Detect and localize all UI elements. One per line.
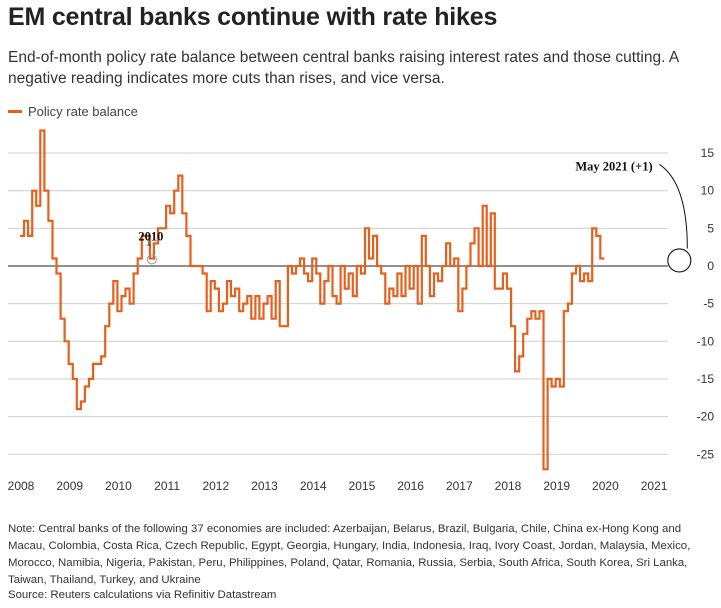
line-chart: 15 10 5 0 -5 -10 -15 -20 -25 2008 2009 2010 2011 2012… (8, 129, 715, 493)
page-subtitle: End-of-month policy rate balance between… (8, 49, 679, 87)
annotation-leader-may-2021 (659, 163, 688, 249)
page-title: EM central banks continue with rate hike… (8, 3, 498, 31)
y-tick-label: -15 (697, 372, 715, 386)
y-tick-label: 15 (701, 146, 715, 160)
x-tick-label: 2018 (495, 479, 522, 493)
x-tick-label: 2019 (543, 479, 570, 493)
legend-label: Policy rate balance (28, 104, 138, 119)
annotation-marker-2010 (146, 254, 157, 265)
x-tick-label: 2017 (446, 479, 473, 493)
chart-source: Source: Reuters calculations via Refinit… (8, 589, 277, 601)
x-tick-label: 2012 (202, 479, 229, 493)
x-tick-label: 2011 (154, 479, 180, 493)
chart-note: Note: Central banks of the following 37 … (8, 523, 691, 586)
y-tick-label: -5 (703, 297, 714, 311)
annotation-number-2010: 1 (146, 237, 152, 248)
y-tick-label: 10 (701, 184, 715, 198)
annotation-label-may-2021: May 2021 (+1) (575, 159, 652, 173)
x-tick-label: 2020 (592, 479, 619, 493)
y-tick-label: -20 (697, 410, 715, 424)
series-line-policy-rate-balance (20, 129, 605, 471)
x-tick-label: 2016 (397, 479, 424, 493)
y-tick-label: 5 (707, 221, 714, 235)
legend-swatch (8, 110, 22, 113)
annotation-circle-may-2021 (667, 248, 692, 273)
y-tick-label: 0 (707, 259, 714, 273)
y-tick-label: -25 (697, 447, 715, 461)
x-tick-label: 2014 (300, 479, 327, 493)
x-tick-label: 2013 (251, 479, 278, 493)
y-tick-label: -10 (697, 334, 715, 348)
chart-legend: Policy rate balance (8, 104, 138, 119)
x-tick-label: 2021 (641, 479, 668, 493)
annotation-label-2010: 2010 (138, 229, 163, 243)
x-tick-label: 2009 (56, 479, 83, 493)
x-tick-label: 2008 (8, 479, 35, 493)
x-tick-label: 2015 (349, 479, 376, 493)
x-tick-label: 2010 (105, 479, 132, 493)
